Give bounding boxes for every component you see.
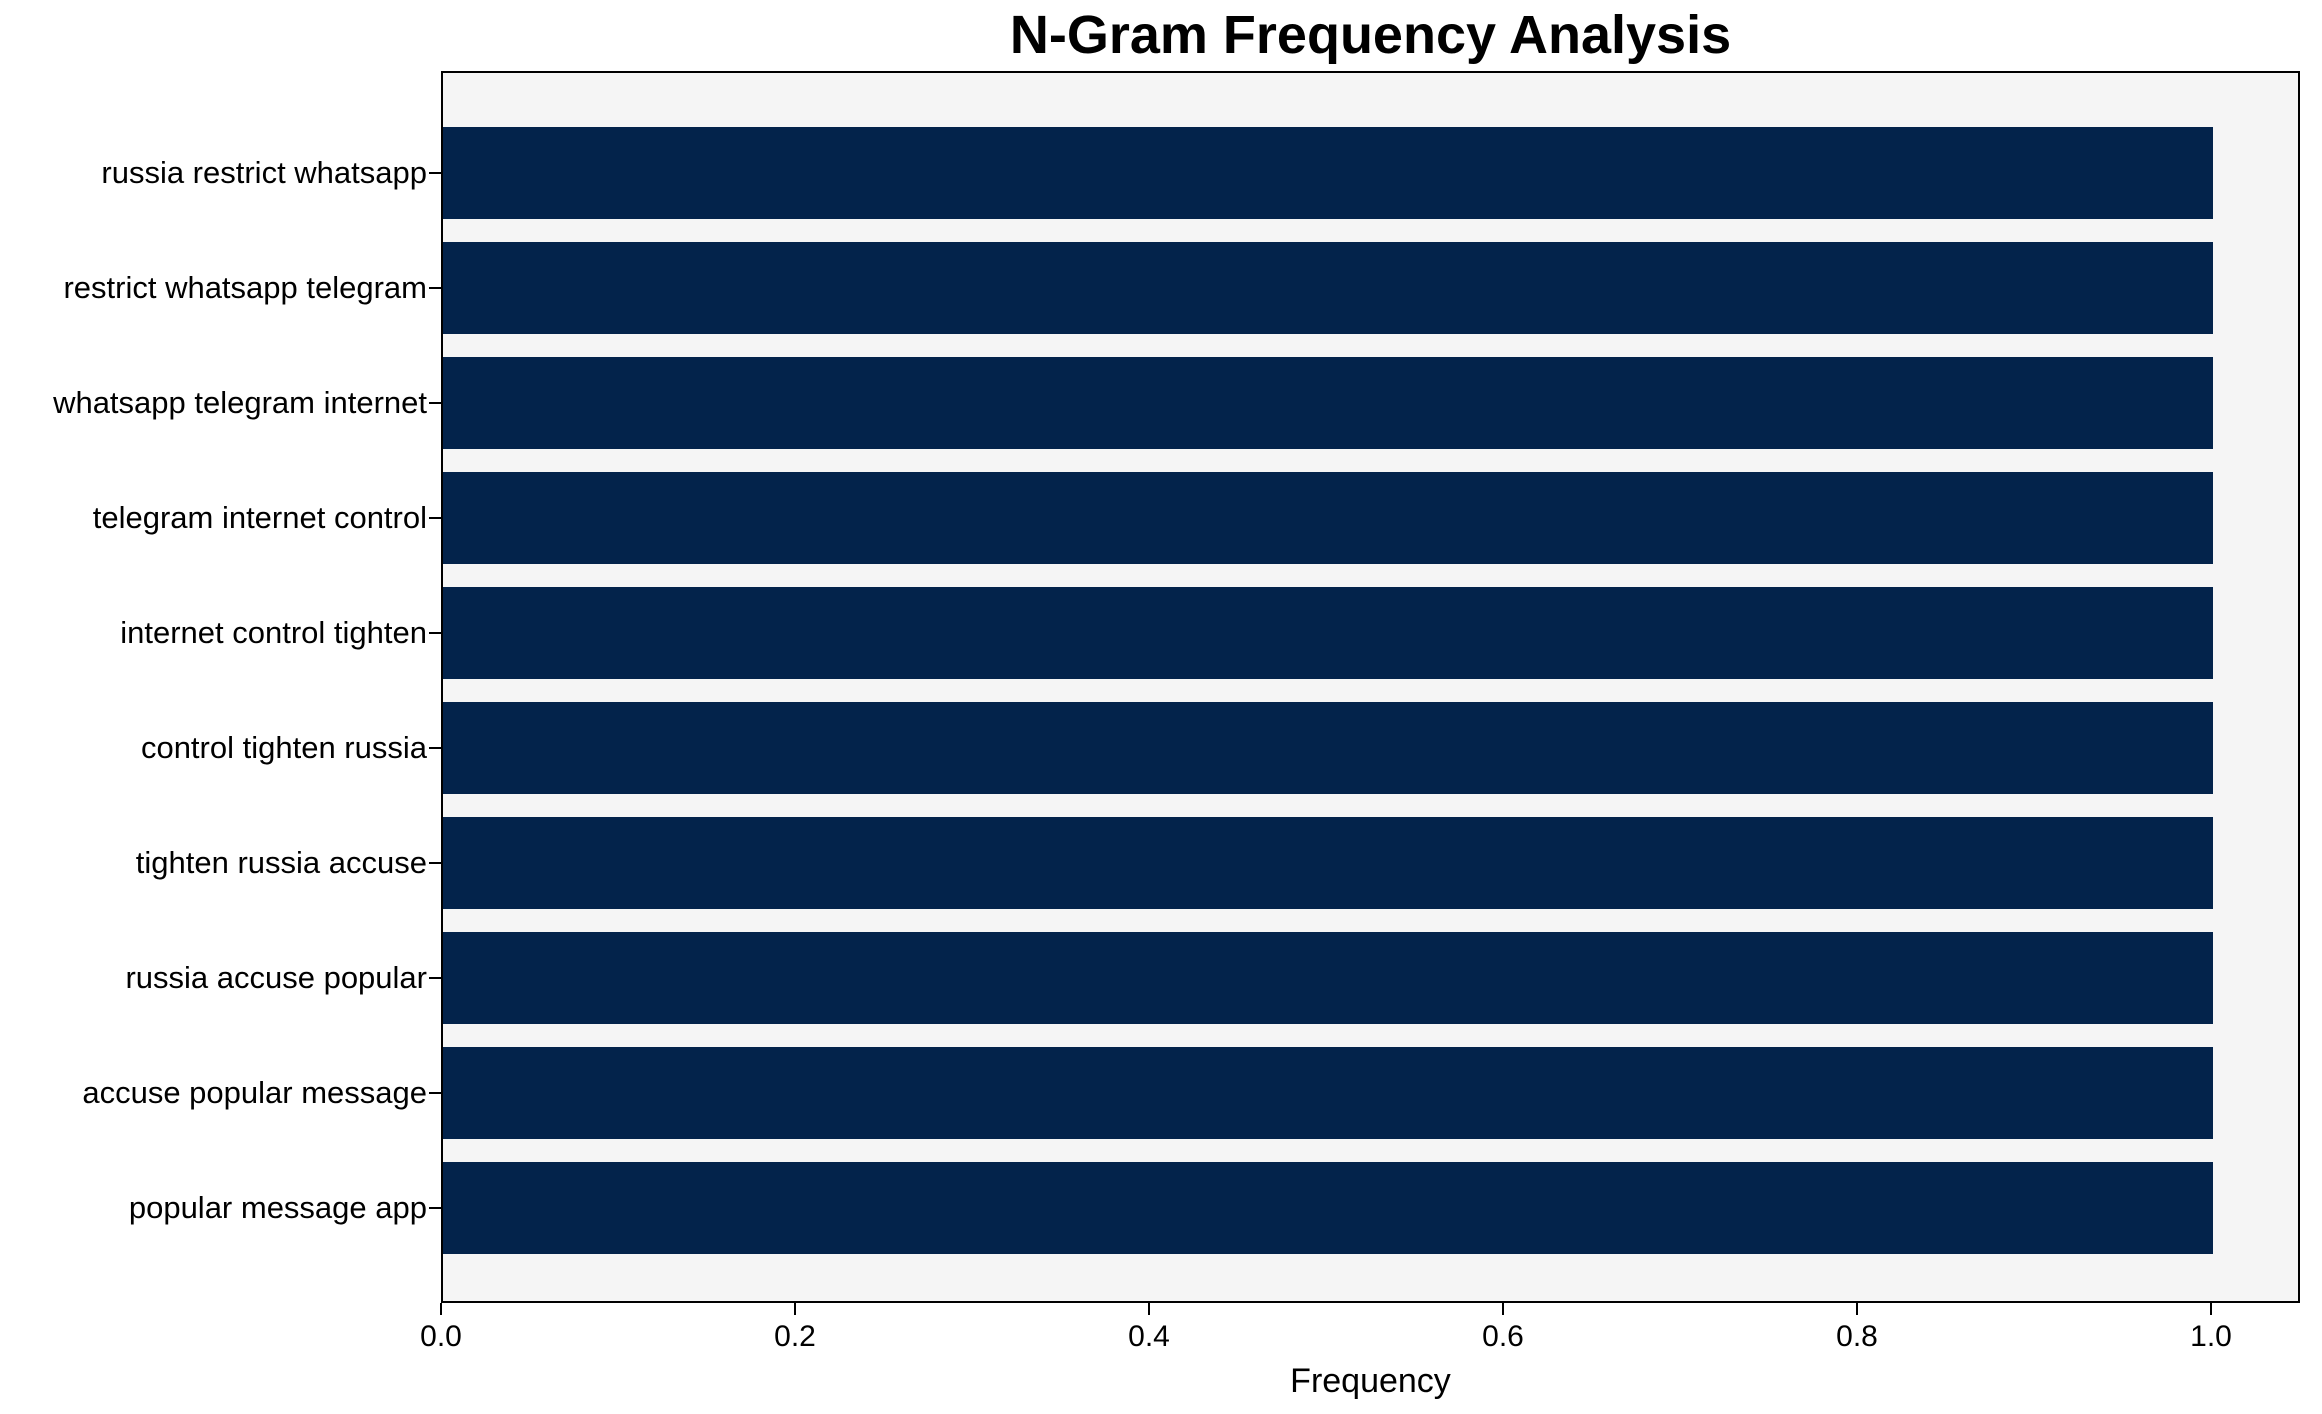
x-tick-label: 0.0 bbox=[420, 1320, 462, 1353]
y-tick-mark bbox=[429, 1092, 441, 1094]
bar-accuse-popular-message bbox=[443, 1047, 2213, 1139]
y-tick-mark bbox=[429, 517, 441, 519]
x-tick-mark bbox=[1856, 1303, 1858, 1315]
y-tick-mark bbox=[429, 632, 441, 634]
x-tick-label: 0.6 bbox=[1482, 1320, 1524, 1353]
bar-internet-control-tighten bbox=[443, 587, 2213, 679]
x-tick-label: 0.8 bbox=[1836, 1320, 1878, 1353]
y-tick-label: control tighten russia bbox=[140, 730, 427, 765]
bar-restrict-whatsapp-telegram bbox=[443, 242, 2213, 334]
y-tick-label: accuse popular message bbox=[82, 1075, 427, 1110]
x-tick-label: 0.4 bbox=[1128, 1320, 1170, 1353]
x-tick-label: 1.0 bbox=[2190, 1320, 2232, 1353]
y-tick-mark bbox=[429, 862, 441, 864]
x-tick-mark bbox=[794, 1303, 796, 1315]
bar-russia-restrict-whatsapp bbox=[443, 127, 2213, 219]
x-tick-mark bbox=[1502, 1303, 1504, 1315]
y-tick-label: popular message app bbox=[128, 1190, 427, 1225]
y-tick-mark bbox=[429, 287, 441, 289]
y-tick-label: telegram internet control bbox=[92, 500, 427, 535]
y-tick-label: russia accuse popular bbox=[125, 960, 427, 995]
bar-control-tighten-russia bbox=[443, 702, 2213, 794]
y-tick-mark bbox=[429, 172, 441, 174]
chart-title: N-Gram Frequency Analysis bbox=[1009, 5, 1732, 65]
plot-area bbox=[441, 71, 2300, 1303]
y-tick-mark bbox=[429, 747, 441, 749]
bar-telegram-internet-control bbox=[443, 472, 2213, 564]
x-tick-mark bbox=[1148, 1303, 1150, 1315]
x-tick-mark bbox=[440, 1303, 442, 1315]
y-tick-label: tighten russia accuse bbox=[135, 845, 427, 880]
y-tick-label: russia restrict whatsapp bbox=[101, 155, 427, 190]
y-tick-label: internet control tighten bbox=[120, 615, 427, 650]
bar-tighten-russia-accuse bbox=[443, 817, 2213, 909]
x-axis-label: Frequency bbox=[1290, 1362, 1451, 1400]
y-tick-mark bbox=[429, 1207, 441, 1209]
x-tick-mark bbox=[2210, 1303, 2212, 1315]
x-tick-label: 0.2 bbox=[774, 1320, 816, 1353]
bar-popular-message-app bbox=[443, 1162, 2213, 1254]
bar-whatsapp-telegram-internet bbox=[443, 357, 2213, 449]
y-tick-label: whatsapp telegram internet bbox=[53, 385, 427, 420]
y-tick-label: restrict whatsapp telegram bbox=[63, 270, 427, 305]
bar-russia-accuse-popular bbox=[443, 932, 2213, 1024]
y-tick-mark bbox=[429, 977, 441, 979]
y-tick-mark bbox=[429, 402, 441, 404]
